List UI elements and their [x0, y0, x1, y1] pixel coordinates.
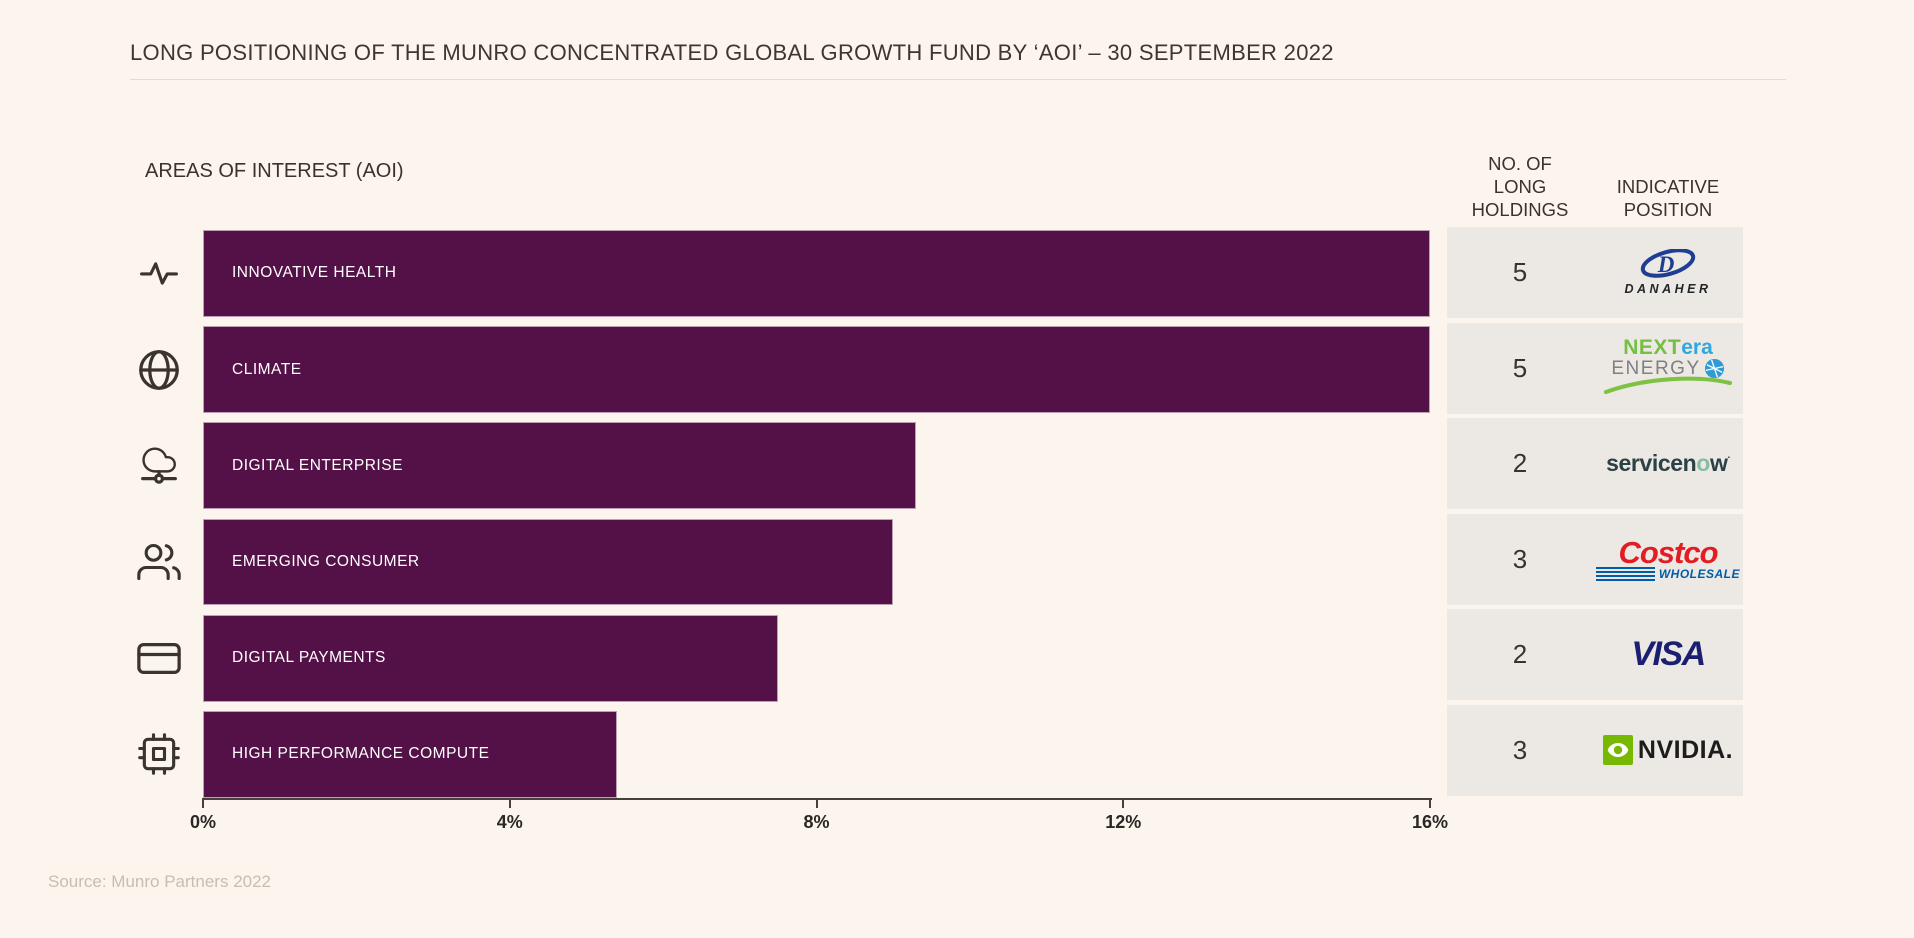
- bar-label: CLIMATE: [232, 360, 302, 378]
- bar-innovative-health: INNOVATIVE HEALTH: [203, 230, 1430, 317]
- nextera-swoosh-icon: [1604, 376, 1732, 395]
- indicative-position-cell: NVIDIA.: [1593, 735, 1743, 766]
- table-row-innovative-health: 5 D DANAHER: [1447, 227, 1743, 318]
- globe-icon: [136, 326, 182, 413]
- holdings-count: 5: [1512, 352, 1528, 383]
- bar-label: HIGH PERFORMANCE COMPUTE: [232, 745, 490, 763]
- holdings-count: 2: [1512, 448, 1528, 479]
- axis-tick-label: 4%: [496, 812, 523, 832]
- bar-label: DIGITAL PAYMENTS: [232, 649, 386, 667]
- x-axis: 0% 4% 8% 12% 16%: [190, 798, 1448, 832]
- cpu-icon: [136, 711, 182, 798]
- danaher-d-icon: D: [1640, 249, 1696, 278]
- bar-chart: INNOVATIVE HEALTH CLIMATE DIGITAL ENTERPRI…: [136, 230, 1430, 798]
- nvidia-eye-icon: [1602, 735, 1633, 766]
- bar-emerging-consumer: EMERGING CONSUMER: [203, 518, 894, 606]
- nvidia-logo: NVIDIA.: [1602, 735, 1733, 766]
- aoi-row-emerging-consumer: EMERGING CONSUMER: [136, 518, 1430, 606]
- bar-digital-payments: DIGITAL PAYMENTS: [203, 614, 779, 702]
- indicative-position-cell: VISA: [1593, 635, 1743, 674]
- costco-logo: Costco WHOLESALE: [1596, 537, 1740, 581]
- aoi-row-innovative-health: INNOVATIVE HEALTH: [136, 230, 1430, 317]
- axis-tick-label: 12%: [1105, 812, 1142, 832]
- axis-tick: [1429, 798, 1431, 808]
- holdings-count: 2: [1512, 639, 1528, 670]
- costco-lines-icon: [1596, 566, 1655, 581]
- axis-tick-label: 8%: [803, 812, 830, 832]
- users-icon: [136, 519, 182, 606]
- indicative-position-cell: D DANAHER: [1593, 249, 1743, 296]
- danaher-logo: D DANAHER: [1625, 249, 1712, 296]
- indicative-column-header: INDICATIVE POSITION: [1616, 176, 1720, 221]
- bar-label: EMERGING CONSUMER: [232, 552, 420, 570]
- cloud-network-icon: [136, 422, 182, 509]
- visa-logo: VISA: [1631, 635, 1706, 674]
- holdings-table: 5 D DANAHER 5 NEXTera ENERGY 2 servicenow.…: [1447, 227, 1743, 796]
- page-title: LONG POSITIONING OF THE MUNRO CONCENTRAT…: [130, 40, 1786, 80]
- holdings-count: 3: [1512, 734, 1528, 765]
- bar-high-performance-compute: HIGH PERFORMANCE COMPUTE: [203, 710, 618, 798]
- nextera-globe-icon: [1704, 359, 1724, 379]
- axis-tick: [202, 798, 204, 808]
- pulse-icon: [136, 230, 182, 317]
- aoi-row-digital-enterprise: DIGITAL ENTERPRISE: [136, 422, 1430, 510]
- axis-tick-label: 16%: [1411, 812, 1449, 832]
- bar-label: INNOVATIVE HEALTH: [232, 264, 397, 282]
- table-row-emerging-consumer: 3 Costco WHOLESALE: [1447, 513, 1743, 605]
- axis-tick: [815, 798, 818, 808]
- indicative-position-cell: NEXTera ENERGY: [1593, 337, 1743, 399]
- indicative-position-cell: servicenow.: [1593, 450, 1743, 477]
- table-row-digital-enterprise: 2 servicenow.: [1447, 418, 1743, 510]
- nextera-energy-logo: NEXTera ENERGY: [1604, 337, 1732, 399]
- table-headers: NO. OF LONG HOLDINGS INDICATIVE POSITION: [1447, 134, 1743, 222]
- bar-digital-enterprise: DIGITAL ENTERPRISE: [203, 422, 917, 510]
- table-row-high-performance-compute: 3 NVIDIA.: [1447, 704, 1743, 796]
- indicative-position-cell: Costco WHOLESALE: [1593, 537, 1743, 581]
- aoi-row-climate: CLIMATE: [136, 326, 1430, 413]
- table-row-digital-payments: 2 VISA: [1447, 609, 1743, 701]
- holdings-count: 5: [1512, 257, 1528, 287]
- servicenow-logo: servicenow.: [1606, 450, 1730, 477]
- aoi-row-high-performance-compute: HIGH PERFORMANCE COMPUTE: [136, 710, 1430, 798]
- credit-card-icon: [136, 615, 182, 702]
- source-note: Source: Munro Partners 2022: [48, 872, 272, 891]
- bar-label: DIGITAL ENTERPRISE: [232, 456, 403, 474]
- axis-tick-label: 0%: [189, 812, 217, 832]
- aoi-row-digital-payments: DIGITAL PAYMENTS: [136, 614, 1430, 702]
- bar-climate: CLIMATE: [203, 326, 1430, 413]
- aoi-axis-label: AREAS OF INTEREST (AOI): [145, 160, 404, 182]
- svg-text:D: D: [1657, 252, 1675, 277]
- axis-tick: [508, 798, 511, 808]
- holdings-column-header: NO. OF LONG HOLDINGS: [1471, 153, 1569, 221]
- axis-tick: [1122, 798, 1125, 808]
- holdings-count: 3: [1512, 543, 1528, 574]
- table-row-climate: 5 NEXTera ENERGY: [1447, 322, 1743, 414]
